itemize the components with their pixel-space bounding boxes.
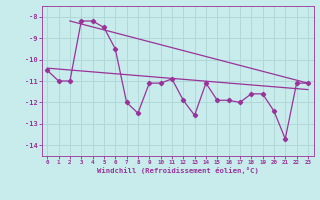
X-axis label: Windchill (Refroidissement éolien,°C): Windchill (Refroidissement éolien,°C) [97,167,259,174]
